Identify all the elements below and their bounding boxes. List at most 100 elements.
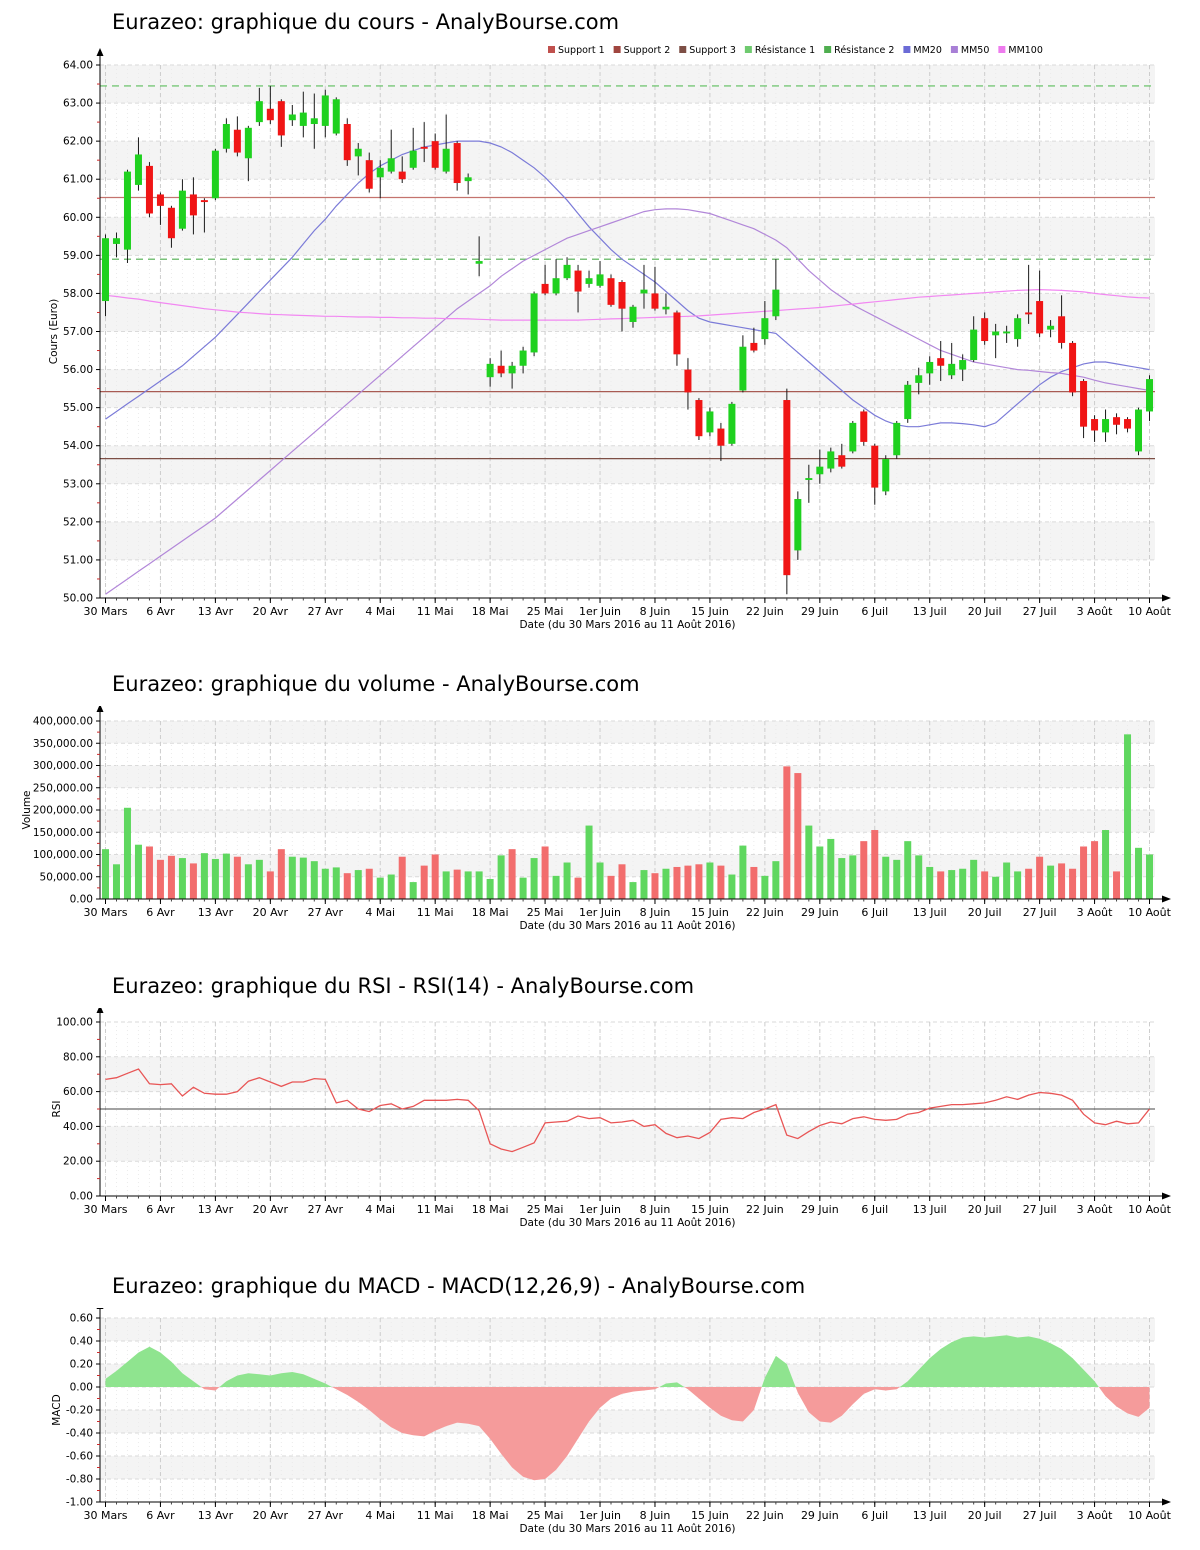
legend-swatch [998,46,1006,53]
svg-text:4 Mai: 4 Mai [365,1509,395,1522]
rsi-chart-title: Eurazeo: graphique du RSI - RSI(14) - An… [112,974,695,998]
svg-text:0.00: 0.00 [70,894,93,906]
mm20-line [105,140,1150,428]
svg-text:15 Juin: 15 Juin [691,1509,729,1522]
legend-swatch [950,46,958,53]
svg-text:22 Juin: 22 Juin [746,1509,784,1522]
svg-text:0.40: 0.40 [70,1336,93,1348]
macd-chart-title: Eurazeo: graphique du MACD - MACD(12,26,… [112,1274,806,1298]
band-stripes [100,721,1155,877]
mm100-line [105,288,1150,321]
y-axis-arrow [96,48,104,56]
x-axis-title: Date (du 30 Mars 2016 au 11 Août 2016) [519,1217,735,1229]
svg-text:13 Avr: 13 Avr [198,605,234,618]
svg-text:11 Mai: 11 Mai [417,1509,454,1522]
svg-text:10 Août: 10 Août [1128,906,1172,919]
svg-text:57.00: 57.00 [63,326,93,338]
svg-text:18 Mai: 18 Mai [472,1203,509,1216]
svg-text:100.00: 100.00 [56,1017,93,1029]
svg-text:MM20: MM20 [913,45,941,56]
svg-text:Résistance 1: Résistance 1 [755,45,815,56]
volume-chart-title: Eurazeo: graphique du volume - AnalyBour… [112,672,640,696]
svg-text:20.00: 20.00 [63,1156,93,1168]
band-stripes [100,65,1155,560]
svg-text:27 Juil: 27 Juil [1023,906,1057,919]
svg-text:30 Mars: 30 Mars [84,1203,128,1216]
svg-text:11 Mai: 11 Mai [417,906,454,919]
svg-text:300,000.00: 300,000.00 [33,760,93,772]
svg-text:6 Avr: 6 Avr [146,1509,175,1522]
svg-text:6 Juil: 6 Juil [861,906,888,919]
svg-text:1er Juin: 1er Juin [579,1509,621,1522]
svg-text:25 Mai: 25 Mai [527,1509,564,1522]
svg-text:4 Mai: 4 Mai [365,605,395,618]
svg-text:30 Mars: 30 Mars [84,1509,128,1522]
svg-text:0.00: 0.00 [70,1382,93,1394]
svg-text:Support 3: Support 3 [689,45,736,56]
svg-text:15 Juin: 15 Juin [691,906,729,919]
svg-text:15 Juin: 15 Juin [691,605,729,618]
svg-text:20 Juil: 20 Juil [968,1203,1002,1216]
svg-text:64.00: 64.00 [63,60,93,72]
svg-text:29 Juin: 29 Juin [801,906,839,919]
svg-text:10 Août: 10 Août [1128,605,1172,618]
x-axis-ticks: 30 Mars 6 Avr 13 Avr 20 Avr 27 Avr 4 Mai 11 Ma… [84,1196,1172,1216]
x-axis-ticks: 30 Mars 6 Avr 13 Avr 20 Avr 27 Avr 4 Mai 11 Ma… [84,598,1172,618]
svg-text:-0.60: -0.60 [66,1451,93,1463]
y-axis-ticks: 100.00 80.00 60.00 40.00 20.00 0.00 [56,1017,100,1203]
svg-text:25 Mai: 25 Mai [527,906,564,919]
svg-text:51.00: 51.00 [63,554,93,566]
y-axis-arrow [96,1008,104,1013]
svg-text:20 Avr: 20 Avr [253,1509,289,1522]
x-axis-title: Date (du 30 Mars 2016 au 11 Août 2016) [519,619,735,631]
y-axis-ticks: 400,000.00 350,000.00 300,000.00 250,000.00… [33,716,100,906]
svg-text:13 Avr: 13 Avr [198,1509,234,1522]
svg-text:29 Juin: 29 Juin [801,1203,839,1216]
y-axis-title: Cours (Euro) [48,299,60,365]
y-axis-title: MACD [51,1394,63,1425]
svg-text:56.00: 56.00 [63,364,93,376]
svg-text:11 Mai: 11 Mai [417,1203,454,1216]
svg-text:13 Juil: 13 Juil [913,1509,947,1522]
svg-text:58.00: 58.00 [63,288,93,300]
svg-text:3 Août: 3 Août [1077,1203,1114,1216]
svg-text:20 Juil: 20 Juil [968,605,1002,618]
svg-text:1er Juin: 1er Juin [579,1203,621,1216]
svg-text:8 Juin: 8 Juin [640,1509,671,1522]
legend-swatch [613,46,621,53]
svg-text:-1.00: -1.00 [66,1497,93,1509]
legend-swatch [679,46,687,53]
macd-positive-area [105,1335,1150,1387]
svg-text:53.00: 53.00 [63,478,93,490]
svg-text:8 Juin: 8 Juin [640,906,671,919]
svg-text:22 Juin: 22 Juin [746,906,784,919]
svg-text:27 Avr: 27 Avr [308,1203,344,1216]
svg-text:4 Mai: 4 Mai [365,1203,395,1216]
svg-text:8 Juin: 8 Juin [640,1203,671,1216]
svg-text:6 Juil: 6 Juil [861,605,888,618]
legend-item-résistance-1: Résistance 1 [744,45,815,56]
svg-text:6 Juil: 6 Juil [861,1203,888,1216]
svg-text:20 Avr: 20 Avr [253,605,289,618]
svg-text:18 Mai: 18 Mai [472,605,509,618]
svg-text:3 Août: 3 Août [1077,906,1114,919]
legend-swatch [824,46,832,53]
svg-text:61.00: 61.00 [63,174,93,186]
svg-text:50,000.00: 50,000.00 [40,871,93,883]
legend: Support 1 Support 2 Support 3 Résistance 1 R… [548,45,1043,56]
price-chart-title: Eurazeo: graphique du cours - AnalyBours… [112,10,620,34]
svg-text:27 Avr: 27 Avr [308,1509,344,1522]
svg-text:22 Juin: 22 Juin [746,1203,784,1216]
y-axis-arrow [96,706,104,712]
svg-text:30 Mars: 30 Mars [84,906,128,919]
rsi-line [105,1068,1151,1153]
x-axis-arrow [1162,1498,1171,1506]
svg-text:-0.80: -0.80 [66,1474,93,1486]
price-chart-canvas: 64.00 63.00 62.00 61.00 60.00 59.00 58.00 57.00… [48,45,1172,631]
svg-text:13 Avr: 13 Avr [198,1203,234,1216]
svg-text:-0.20: -0.20 [66,1405,93,1417]
y-axis-ticks: 0.60 0.40 0.20 0.00 -0.20 -0.40 -0.60 -0.80 -1.0… [66,1313,100,1509]
svg-text:6 Avr: 6 Avr [146,906,175,919]
legend-item-mm100: MM100 [998,45,1043,56]
svg-text:55.00: 55.00 [63,402,93,414]
